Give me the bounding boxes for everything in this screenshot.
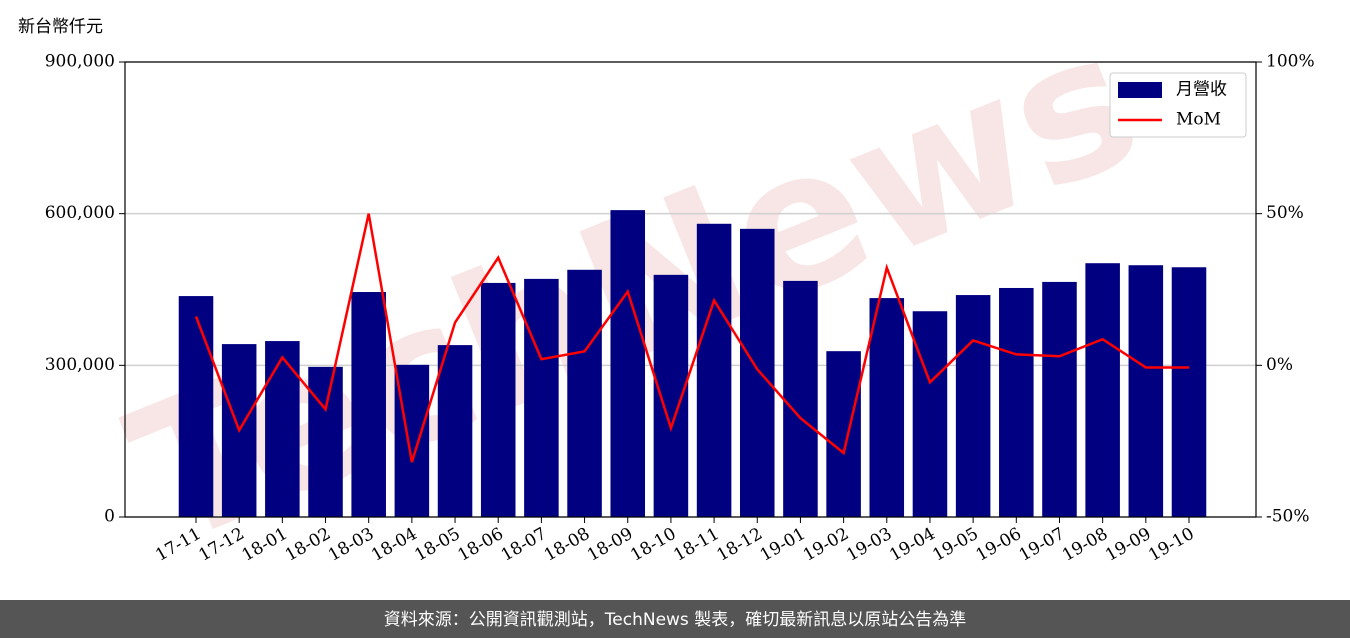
bar [696, 223, 732, 517]
footer-text: 資料來源：公開資訊觀測站，TechNews 製表，確切最新訊息以原站公告為準 [384, 610, 966, 630]
bar [178, 296, 214, 517]
bar [783, 280, 818, 517]
legend-label: MoM [1176, 110, 1221, 130]
line [194, 213, 1189, 463]
footer-band [0, 600, 1350, 638]
y-tick-label: 300,000 [45, 355, 115, 375]
bar [1085, 263, 1120, 517]
bar [524, 278, 559, 517]
bar [351, 292, 386, 517]
x-tick-label: 19-05 [929, 524, 981, 566]
bar [999, 287, 1034, 517]
y2-tick-label: 0% [1266, 355, 1293, 375]
x-tick-label: 18-12 [714, 524, 766, 566]
y-tick-label: 600,000 [45, 203, 115, 223]
y2-tick-label: 100% [1266, 52, 1315, 72]
bar [826, 351, 861, 517]
bar [265, 341, 300, 517]
x-tick-label: 19-06 [973, 524, 1025, 566]
bar [1042, 281, 1077, 517]
x-tick-label: 19-03 [843, 524, 895, 566]
x-tick-label: 19-02 [800, 524, 852, 566]
bar [437, 345, 473, 517]
bar [955, 295, 991, 517]
x-tick-label: 19-08 [1059, 524, 1111, 566]
x-tick-label: 19-10 [1145, 524, 1197, 566]
y2-tick-label: -50% [1266, 507, 1310, 527]
y-tick-label: 0 [104, 507, 115, 527]
bar [610, 210, 646, 517]
x-tick-label: 19-09 [1102, 524, 1154, 566]
bar [869, 298, 905, 517]
bar [1128, 265, 1164, 517]
x-tick-label: 18-08 [541, 524, 593, 566]
x-tick-label: 18-03 [325, 524, 377, 566]
x-tick-label: 18-11 [670, 524, 722, 566]
bar [912, 311, 948, 517]
x-tick-label: 18-04 [368, 524, 420, 566]
bar [480, 282, 516, 517]
x-tick-label: 18-09 [584, 524, 636, 566]
y-tick-label: 900,000 [45, 52, 115, 72]
x-tick-label: 18-06 [455, 524, 507, 566]
x-tick-label: 18-05 [411, 524, 463, 566]
x-tick-label: 19-01 [757, 524, 809, 566]
x-tick-label: 19-07 [1016, 524, 1068, 566]
x-tick-label: 19-04 [886, 524, 938, 566]
x-tick-label: 18-07 [498, 524, 550, 566]
legend-swatch [1118, 82, 1162, 98]
legend-label: 月營收 [1176, 80, 1227, 100]
x-tick-label: 18-10 [627, 524, 679, 566]
plot-frame [124, 61, 1257, 518]
y-unit-label: 新台幣仟元 [18, 17, 103, 37]
y2-tick-label: 50% [1266, 203, 1304, 223]
bar [567, 269, 602, 517]
bar [1171, 267, 1207, 517]
bar [739, 228, 775, 518]
bar [308, 366, 343, 517]
